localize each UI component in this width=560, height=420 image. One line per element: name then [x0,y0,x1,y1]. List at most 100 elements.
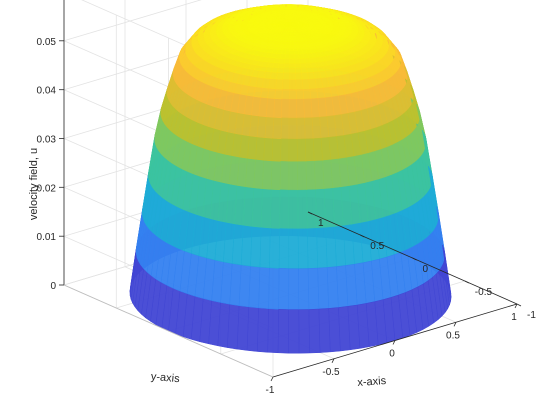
surface-patch [298,309,310,354]
surface-patch [280,138,290,162]
y-tick-mark [516,303,522,307]
surface-patch [288,11,292,14]
surface-patch [266,97,275,118]
surface-patch [285,47,291,51]
surface-patch [240,224,253,267]
surface-patch [296,98,305,119]
y-tick-label: -0.5 [475,287,493,298]
x-tick-mark [514,303,518,309]
surface-patch [270,160,281,191]
surface-patch [289,58,296,64]
surface-patch [307,267,320,310]
surface-patch [259,227,271,269]
surface-patch [288,189,299,230]
surface-patch [270,189,281,229]
surface-patch [278,268,290,310]
y-tick-label: 0.5 [370,241,384,252]
y-axis-label: y-axis [150,371,180,386]
surface-patch [253,159,264,189]
y-tick-label: 1 [318,218,324,229]
surface-patch [280,49,286,55]
surface-patch [256,115,267,138]
x-tick-label: 0.5 [446,330,460,341]
surface-patch [295,89,304,100]
surface-patch [308,24,316,27]
y-tick-label: -1 [527,310,536,321]
surface-patch [273,98,283,119]
surface-patch [258,266,270,309]
surface-patch [260,188,272,229]
surface-patch [271,67,279,73]
x-tick-label: -1 [266,385,275,396]
surface-patch [286,38,291,42]
surface-patch [288,309,300,354]
surface-patch [289,63,296,69]
surface-patch [282,72,290,80]
surface-patch [286,4,292,8]
surface-patch [263,137,274,162]
x-tick-label: 1 [511,312,517,323]
surface-patch [267,308,279,354]
surface-patch [289,72,297,80]
surface-mesh [129,4,452,354]
z-tick-label: 0.05 [37,37,57,48]
surface-patch [316,227,328,269]
surface-patch [289,79,297,90]
surface-patch [285,49,291,55]
surface-patch [236,305,250,351]
surface-patch [258,97,268,118]
surface-patch [279,189,290,230]
surface-patch [308,308,321,354]
surface-patch [279,53,286,59]
surface-patch [246,306,259,352]
surface-patch [297,228,309,269]
surface-patch [317,267,329,310]
surface-patch [288,89,297,100]
surface-patch [281,46,287,51]
surface-patch [285,44,291,48]
surface-patch [318,308,331,353]
surface-patch [294,63,302,69]
x-tick-mark [331,358,335,363]
surface-patch [314,25,322,27]
surface-patch [279,161,290,191]
surface-patch [269,227,280,269]
surface-patch [298,268,310,310]
surface-patch [271,138,282,162]
z-axis-label: velocity field, u [28,148,40,220]
y-tick-mark [307,211,313,215]
surface-patch [274,88,283,100]
surface-patch [306,189,317,229]
surface-patch [304,117,314,140]
surface-patch [287,35,291,40]
floor-edge-line [63,284,274,378]
z-tick-label: 0.02 [37,183,57,194]
y-tick-mark [464,280,469,284]
surface-patch [277,309,289,354]
surface-patch [250,226,262,268]
surface-patch [288,161,299,191]
surface-patch [282,79,290,90]
grid-line-back-z [63,0,202,42]
surface-patch [307,228,318,269]
y-tick-mark [360,234,365,238]
surface-patch [289,49,295,55]
surface-patch [286,41,291,45]
axes-frame [59,0,522,382]
surface-patch [295,72,303,80]
surface-patch [294,67,302,74]
surface-patch [296,138,307,162]
surface-patch [272,117,282,140]
surface-patch [238,264,251,308]
surface-patch [257,307,269,353]
surface-patch [287,6,292,9]
surface-patch [444,255,452,302]
z-tick-label: 0.03 [37,135,57,146]
x-tick-mark [270,376,274,382]
z-tick-label: 0 [50,281,56,292]
surface-patch [277,67,285,74]
surface-patch [304,138,315,162]
surface-patch [268,267,280,310]
surface-patch [288,228,299,269]
